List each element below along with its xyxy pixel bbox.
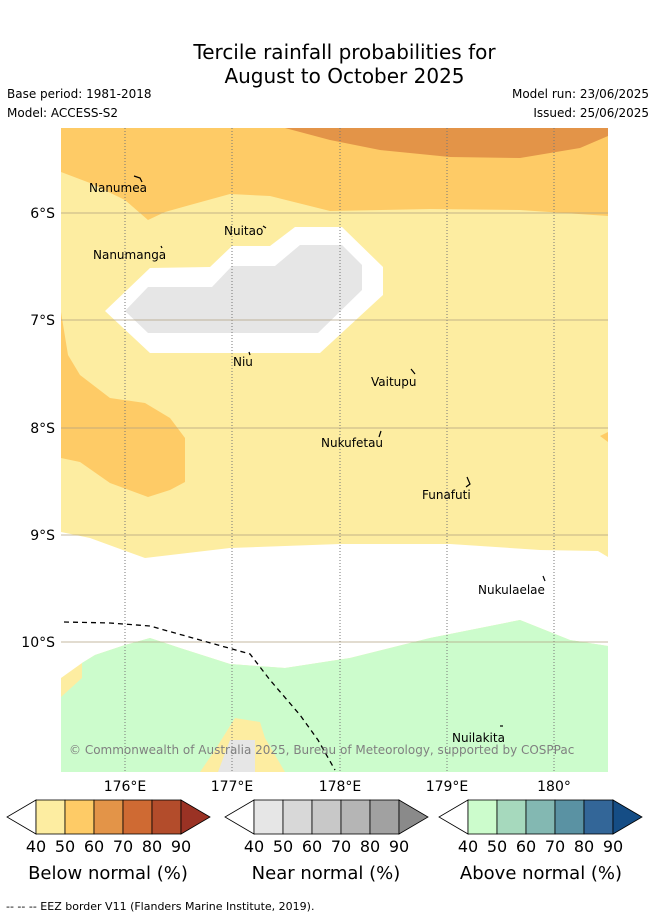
lat-label-7s: 7°S [30, 313, 55, 329]
below-normal-tick-label: 90 [170, 837, 192, 856]
near-normal-40-region [125, 245, 362, 333]
map-title: Tercile rainfall probabilities for Augus… [0, 40, 655, 88]
above-normal-tick-label: 90 [602, 837, 624, 856]
place-nanumanga: Nanumanga [93, 248, 166, 262]
place-nuilakita: Nuilakita [452, 731, 505, 745]
above-normal-colorbar-max-arrow [612, 799, 643, 835]
near-normal-colorbar-segment [340, 799, 371, 835]
above-normal-tick-label: 50 [486, 837, 508, 856]
title-line-2: August to October 2025 [224, 64, 465, 88]
lat-label-9s: 9°S [30, 528, 55, 544]
below-normal-colorbar-max-arrow [180, 799, 211, 835]
model-run: Model run: 23/06/2025 [511, 87, 649, 101]
lon-label-177e: 177°E [211, 779, 254, 795]
below-normal-50-region-east [600, 432, 608, 442]
near-normal-40-region-south [218, 740, 255, 772]
below-normal-colorbar-segment [93, 799, 124, 835]
lon-label-178e: 178°E [319, 779, 362, 795]
legend-below-normal-label: Below normal (%) [28, 863, 188, 884]
color-bars [6, 799, 643, 835]
below-normal-colorbar-segment [64, 799, 95, 835]
no-dominant-category-region [61, 532, 608, 678]
issued-date: Issued: 25/06/2025 [533, 106, 649, 120]
below-normal-colorbar-segment [122, 799, 153, 835]
above-normal-tick-label: 40 [457, 837, 479, 856]
below-normal-tick-label: 80 [141, 837, 163, 856]
below-normal-colorbar-segment [35, 799, 66, 835]
below-normal-colorbar-segment [151, 799, 182, 835]
above-normal-40-region [61, 620, 608, 772]
below-normal-tick-label: 40 [25, 837, 47, 856]
place-nukulaelae: Nukulaelae [478, 583, 545, 597]
near-normal-tick-label: 80 [359, 837, 381, 856]
model-name: Model: ACCESS-S2 [7, 106, 119, 120]
copyright-notice: © Commonwealth of Australia 2025, Bureau… [69, 743, 574, 757]
below-normal-tick-label: 70 [112, 837, 134, 856]
lon-label-179e: 179°E [426, 779, 469, 795]
near-normal-colorbar-segment [311, 799, 342, 835]
above-normal-colorbar-segment [496, 799, 527, 835]
legend-above-normal-label: Above normal (%) [459, 863, 623, 884]
near-normal-tick-label: 60 [301, 837, 323, 856]
near-normal-colorbar-segment [369, 799, 400, 835]
base-period: Base period: 1981-2018 [7, 87, 152, 101]
above-normal-tick-label: 70 [544, 837, 566, 856]
near-normal-tick-label: 70 [330, 837, 352, 856]
above-normal-tick-label: 80 [573, 837, 595, 856]
place-nuitao: Nuitao [224, 224, 263, 238]
above-normal-colorbar-min-arrow [438, 799, 469, 835]
lat-label-6s: 6°S [30, 206, 55, 222]
eez-footnote: -- -- -- EEZ border V11 (Flanders Marine… [6, 900, 315, 913]
title-line-1: Tercile rainfall probabilities for [193, 40, 496, 64]
near-normal-tick-label: 40 [243, 837, 265, 856]
legend-near-normal-label: Near normal (%) [251, 863, 401, 884]
near-normal-colorbar-max-arrow [398, 799, 429, 835]
above-normal-colorbar-segment [554, 799, 585, 835]
place-niu: Niu [233, 355, 253, 369]
near-normal-colorbar-segment [282, 799, 313, 835]
lon-label-180: 180° [537, 779, 571, 795]
near-normal-colorbar-segment [253, 799, 284, 835]
above-normal-tick-label: 60 [515, 837, 537, 856]
place-nukufetau: Nukufetau [321, 436, 383, 450]
near-normal-colorbar-min-arrow [224, 799, 255, 835]
above-normal-colorbar-segment [583, 799, 614, 835]
above-normal-colorbar-segment [525, 799, 556, 835]
below-normal-50-region-west [61, 312, 185, 497]
below-normal-tick-label: 50 [54, 837, 76, 856]
place-funafuti: Funafuti [422, 488, 471, 502]
lat-label-8s: 8°S [30, 421, 55, 437]
near-normal-tick-label: 50 [272, 837, 294, 856]
place-vaitupu: Vaitupu [371, 375, 417, 389]
eez-border-line [63, 621, 336, 771]
below-normal-colorbar-min-arrow [6, 799, 37, 835]
near-normal-tick-label: 90 [388, 837, 410, 856]
below-normal-tick-label: 60 [83, 837, 105, 856]
lat-label-10s: 10°S [21, 635, 55, 651]
island-marks [133, 175, 546, 727]
lon-label-176e: 176°E [104, 779, 147, 795]
above-normal-colorbar-segment [467, 799, 498, 835]
place-nanumea: Nanumea [89, 181, 147, 195]
